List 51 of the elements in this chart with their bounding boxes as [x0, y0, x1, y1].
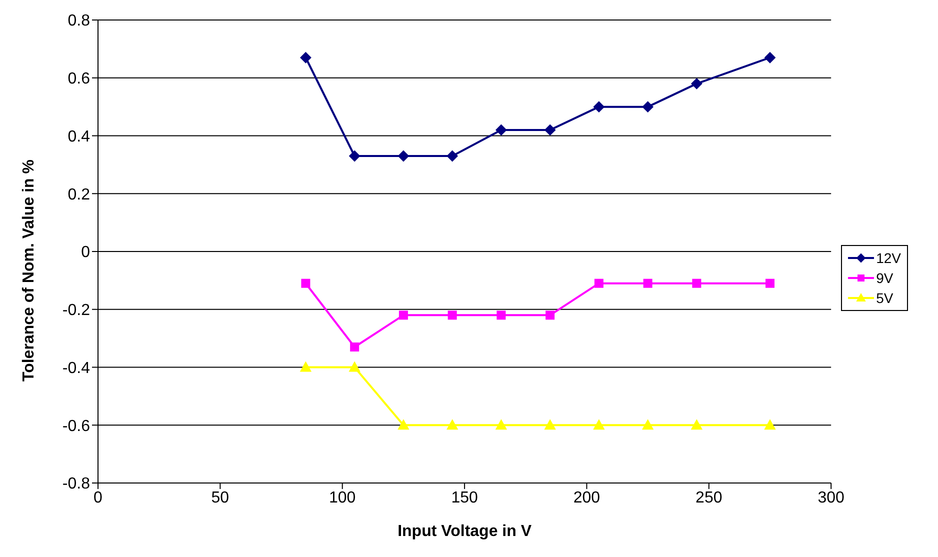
y-tick-label: -0.6	[62, 418, 90, 435]
point	[349, 362, 360, 372]
x-tick-label: 300	[818, 489, 845, 506]
legend-label: 12V	[876, 250, 901, 266]
point	[544, 124, 556, 136]
point	[350, 342, 360, 352]
point	[398, 420, 409, 430]
point	[642, 420, 654, 430]
point	[642, 101, 654, 112]
point	[593, 420, 604, 430]
point	[496, 420, 507, 430]
y-tick-label: -0.4	[62, 360, 90, 377]
point	[765, 278, 774, 288]
x-tick-label: 100	[329, 489, 356, 506]
y-tick-label: 0.8	[68, 12, 90, 30]
point	[398, 150, 409, 162]
x-axis-title: Input Voltage in V	[398, 523, 532, 540]
point	[398, 310, 408, 320]
y-tick-label: -0.8	[62, 476, 90, 493]
point	[446, 420, 458, 430]
y-tick-label: 0.4	[68, 128, 90, 146]
point	[593, 101, 604, 112]
y-tick-label: 0.6	[68, 70, 90, 88]
point	[300, 362, 312, 372]
point	[691, 420, 702, 430]
y-tick-label: -0.2	[62, 302, 90, 320]
x-tick-label: 150	[451, 489, 478, 506]
point	[764, 420, 776, 430]
point	[594, 278, 604, 288]
legend-label: 5V	[876, 290, 894, 306]
y-tick-label: 0.2	[68, 186, 90, 204]
point	[544, 420, 556, 430]
point	[764, 52, 776, 64]
x-tick-label: 0	[94, 489, 103, 506]
point	[691, 78, 702, 90]
point	[349, 150, 360, 162]
y-tick-label: 0	[81, 244, 90, 262]
point	[300, 52, 312, 64]
point	[643, 278, 652, 288]
point	[301, 278, 310, 288]
point	[692, 278, 702, 288]
y-axis-title: Tolerance of Nom. Value in %	[20, 160, 38, 382]
x-tick-label: 200	[573, 489, 600, 506]
point	[496, 124, 507, 136]
point	[446, 150, 458, 162]
legend-label: 9V	[876, 270, 894, 286]
x-tick-label: 50	[211, 489, 230, 506]
point	[546, 310, 555, 320]
x-tick-label: 250	[696, 489, 722, 506]
point	[496, 310, 506, 320]
point	[448, 310, 457, 320]
